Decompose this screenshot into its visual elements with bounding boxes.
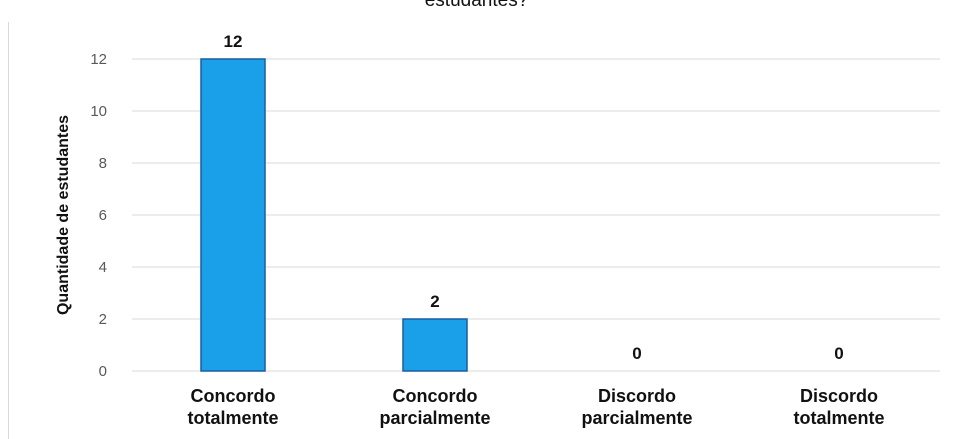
- y-tick-label: 12: [90, 51, 107, 68]
- y-tick-label: 2: [99, 311, 107, 328]
- data-label: 0: [834, 344, 843, 363]
- x-category-label: totalmente: [793, 408, 884, 428]
- x-category-label: Concordo: [393, 386, 478, 406]
- bar: [200, 58, 266, 372]
- chart-left-border: [8, 22, 9, 439]
- y-axis-label: Quantidade de estudantes: [55, 115, 72, 315]
- x-category-label: Concordo: [191, 386, 276, 406]
- y-tick-label: 6: [99, 207, 107, 224]
- x-category-label: Discordo: [800, 386, 878, 406]
- x-category-label: parcialmente: [581, 408, 692, 428]
- data-label: 12: [224, 32, 243, 51]
- chart-title: estudantes?: [424, 0, 529, 11]
- x-category-label: Discordo: [598, 386, 676, 406]
- x-category-label: parcialmente: [379, 408, 490, 428]
- y-tick-label: 4: [99, 259, 107, 276]
- data-label: 0: [632, 344, 641, 363]
- y-tick-label: 0: [99, 363, 107, 380]
- data-label: 2: [430, 292, 439, 311]
- y-tick-label: 8: [99, 155, 107, 172]
- bar: [402, 318, 468, 372]
- x-category-label: totalmente: [187, 408, 278, 428]
- y-tick-label: 10: [90, 103, 107, 120]
